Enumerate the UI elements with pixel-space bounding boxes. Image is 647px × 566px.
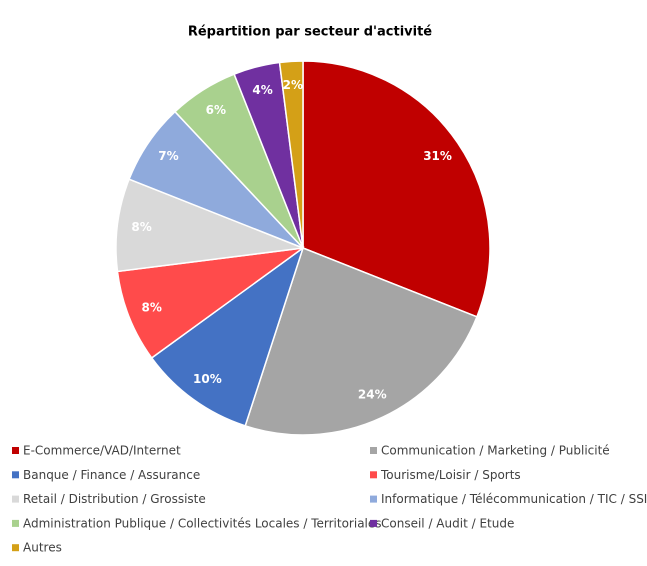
legend-label: Conseil / Audit / Etude [381,516,514,530]
legend-swatch [370,495,377,503]
pie-slice [302,60,491,318]
legend-swatch [370,471,377,479]
legend-label: Informatique / Télécommunication / TIC /… [381,492,647,506]
legend-label: Communication / Marketing / Publicité [381,444,610,458]
pie-slice [150,246,305,427]
data-label: 8% [142,300,162,314]
pie-slice [116,247,304,359]
data-label: 31% [423,149,452,163]
legend-label: Tourisme/Loisir / Sports [380,468,521,482]
legend-swatch [370,447,377,454]
data-label: 6% [206,103,226,117]
data-label: 8% [131,220,151,234]
legend-swatch [12,519,19,527]
legend-label: Retail / Distribution / Grossiste [23,492,206,506]
data-label: 24% [358,388,387,402]
chart-title: Répartition par secteur d'activité [188,25,432,40]
pie-slice [244,247,478,436]
legend-label: Autres [23,541,62,555]
legend-swatch [370,519,377,527]
data-label: 2% [283,78,303,92]
data-label: 7% [158,149,178,163]
pie-slice [278,60,304,249]
legend-swatch [12,544,19,552]
legend-label: Administration Publique / Collectivités … [23,516,382,530]
pie-slice [115,178,304,273]
legend-swatch [12,471,19,479]
legend-label: E-Commerce/VAD/Internet [23,444,181,458]
legend-label: Banque / Finance / Assurance [23,468,200,482]
data-label: 4% [252,83,272,97]
legend-swatch [12,495,19,503]
legend-swatch [12,447,19,454]
data-label: 10% [193,372,222,386]
